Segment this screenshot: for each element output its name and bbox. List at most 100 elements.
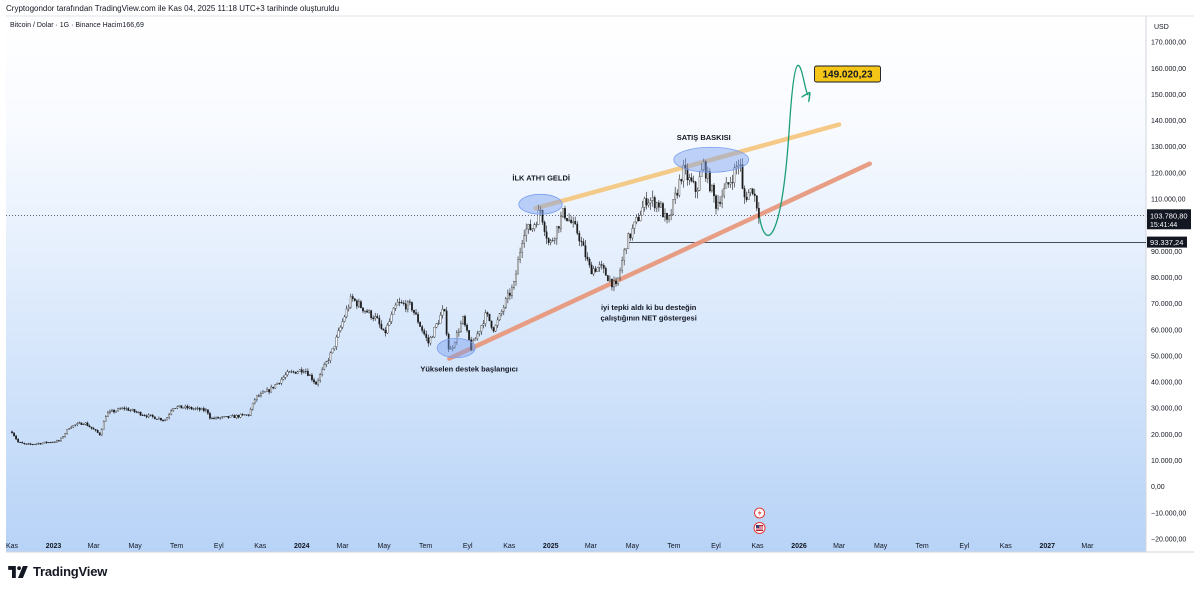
- plot-background: [6, 16, 1146, 552]
- candle-up: [527, 224, 530, 230]
- highlight-ellipse: [518, 193, 563, 215]
- candle-down: [213, 417, 215, 419]
- candle-down: [241, 414, 244, 416]
- candle-up: [688, 177, 691, 181]
- candle-down: [690, 177, 693, 182]
- candle-up: [396, 301, 399, 306]
- x-tick-label: Kas: [6, 543, 19, 550]
- candle-down: [600, 264, 603, 266]
- candle-up: [500, 311, 503, 314]
- symbol-legend[interactable]: Bitcoin / Dolar · 1G · Binance Hacim166,…: [10, 22, 144, 29]
- candle-up: [568, 219, 570, 221]
- candle-down: [509, 292, 511, 296]
- candle-up: [451, 347, 454, 349]
- candle-down: [421, 326, 424, 331]
- candle-up: [260, 393, 262, 397]
- candle-up: [678, 179, 681, 196]
- candle-up: [525, 228, 528, 236]
- candle-down: [584, 245, 587, 258]
- candle-up: [474, 338, 477, 341]
- candle-up: [533, 224, 536, 229]
- tradingview-brand[interactable]: TradingView: [8, 564, 107, 579]
- candle-down: [694, 181, 697, 192]
- candle-up: [733, 167, 736, 183]
- candle-down: [637, 217, 640, 222]
- candle-down: [39, 443, 42, 445]
- candle-down: [360, 301, 362, 308]
- candle-up: [290, 371, 293, 373]
- candle-down: [715, 195, 717, 209]
- candle-up: [664, 213, 666, 218]
- candle-up: [172, 408, 175, 411]
- candle-up: [639, 215, 642, 222]
- candle-up: [27, 443, 30, 445]
- candle-up: [249, 409, 252, 416]
- candle-down: [486, 312, 489, 315]
- candle-down: [402, 302, 405, 304]
- candle-down: [745, 196, 748, 200]
- candle-up: [647, 202, 650, 206]
- candle-down: [574, 220, 577, 225]
- candle-up: [478, 331, 481, 335]
- y-tick-label: 40.000,00: [1151, 380, 1182, 387]
- candle-up: [302, 371, 305, 373]
- candle-down: [604, 268, 607, 276]
- candle-up: [711, 184, 713, 192]
- candle-down: [315, 381, 317, 385]
- y-tick-label: 60.000,00: [1151, 327, 1182, 334]
- candle-up: [319, 374, 322, 381]
- candle-down: [566, 217, 568, 221]
- candle-up: [117, 408, 119, 412]
- candle-up: [523, 235, 526, 244]
- candle-down: [692, 180, 695, 183]
- candle-up: [696, 190, 699, 192]
- candle-down: [541, 210, 544, 223]
- candle-up: [37, 443, 40, 445]
- candle-down: [143, 415, 146, 416]
- candle-up: [317, 380, 319, 385]
- candle-up: [572, 220, 575, 224]
- candle-down: [727, 182, 730, 185]
- x-tick-label: Tem: [915, 543, 928, 550]
- y-tick-label: 170.000,00: [1151, 40, 1186, 47]
- candle-up: [531, 228, 534, 231]
- candle-up: [231, 415, 234, 417]
- current-price-label: 103.780,80: [1150, 211, 1188, 220]
- candle-down: [466, 324, 468, 331]
- candle-down: [488, 313, 491, 322]
- candle-up: [674, 192, 677, 200]
- x-tick-label: Eyl: [214, 543, 224, 550]
- candle-down: [45, 441, 48, 444]
- candle-down: [88, 425, 91, 428]
- target-price-box: [814, 65, 881, 83]
- candle-up: [107, 412, 109, 417]
- price-chart[interactable]: USD −20.000,00 −10.000,00 0,00 10.000,00 20.0…: [0, 0, 1200, 556]
- candle-down: [417, 314, 419, 323]
- x-tick-label: Mar: [337, 543, 350, 550]
- candle-up: [215, 416, 217, 419]
- candle-up: [539, 210, 542, 211]
- candle-up: [196, 407, 199, 409]
- candle-up: [623, 249, 626, 261]
- candle-down: [470, 339, 473, 351]
- candle-down: [657, 202, 660, 208]
- candle-down: [398, 301, 401, 303]
- candle-down: [278, 382, 281, 384]
- candle-up: [131, 409, 134, 411]
- candle-up: [60, 437, 62, 442]
- candle-up: [592, 268, 595, 275]
- candle-down: [680, 179, 683, 182]
- candle-up: [519, 251, 521, 261]
- candle-up: [702, 161, 705, 170]
- candle-up: [504, 298, 507, 308]
- candle-up: [358, 301, 360, 307]
- candle-down: [243, 414, 246, 416]
- candle-up: [41, 442, 44, 445]
- candle-up: [266, 389, 268, 392]
- candle-up: [390, 314, 393, 322]
- candle-down: [490, 320, 493, 328]
- candle-down: [713, 184, 715, 197]
- candle-up: [166, 417, 168, 421]
- x-tick-label: Mar: [585, 543, 598, 550]
- candle-up: [472, 340, 475, 351]
